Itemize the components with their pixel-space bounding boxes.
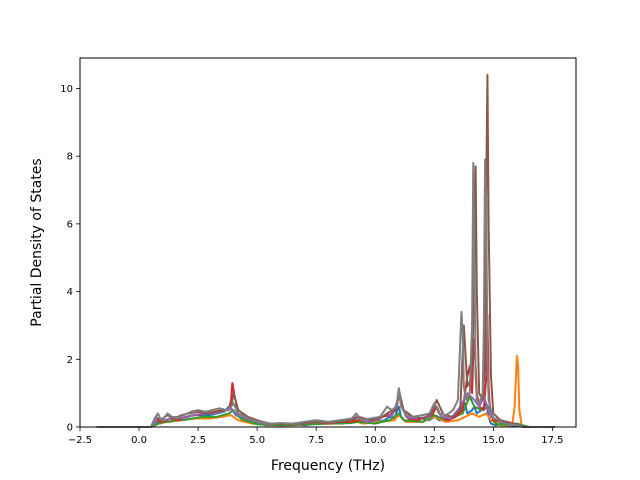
x-tick-label: 15.0 <box>482 435 504 446</box>
y-axis: 0 2 4 6 8 10 <box>60 84 80 434</box>
y-tick-label: 0 <box>67 423 73 434</box>
x-tick-label: 7.5 <box>308 435 324 446</box>
y-tick-label: 10 <box>60 84 73 95</box>
plot-frame <box>79 57 577 428</box>
y-tick-label: 2 <box>67 355 73 366</box>
y-axis-label: Partial Density of States <box>29 158 45 326</box>
series-line-2 <box>96 395 555 428</box>
series-line-6 <box>96 158 555 428</box>
series-layer <box>96 73 555 428</box>
y-tick-label: 6 <box>67 219 73 230</box>
x-tick-label: 12.5 <box>423 435 445 446</box>
x-tick-label: 0.0 <box>131 435 147 446</box>
x-tick-label: 2.5 <box>190 435 206 446</box>
x-tick-label: 10.0 <box>364 435 386 446</box>
x-axis: −2.5 0.0 2.5 5.0 7.5 10.0 12.5 15.0 17.5 <box>68 427 564 446</box>
x-tick-label: 5.0 <box>249 435 265 446</box>
x-tick-label: −2.5 <box>68 435 92 446</box>
y-tick-label: 8 <box>67 152 73 163</box>
x-tick-label: 17.5 <box>541 435 563 446</box>
y-tick-label: 4 <box>67 287 73 298</box>
x-axis-label: Frequency (THz) <box>271 458 385 474</box>
